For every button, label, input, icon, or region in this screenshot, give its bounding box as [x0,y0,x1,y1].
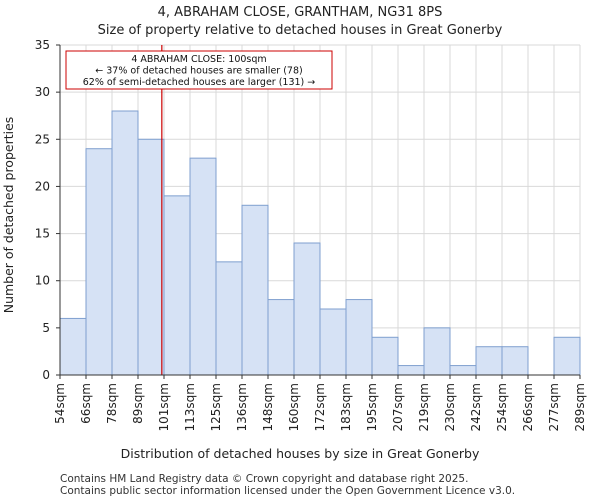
bar-78sqm [111,110,139,376]
x-tick-label-266sqm: 266sqm [521,383,535,431]
y-tick-label-30: 30 [35,85,50,99]
x-tick-label-125sqm: 125sqm [209,383,223,431]
bar-183sqm [345,299,373,376]
x-tick-label-101sqm: 101sqm [157,383,171,431]
y-tick-label-0: 0 [42,368,50,382]
bar-207sqm [397,365,425,376]
marker-group: 4 ABRAHAM CLOSE: 100sqm← 37% of detached… [65,45,333,375]
bar-148sqm [267,299,295,376]
x-tick-label-54sqm: 54sqm [53,383,67,424]
footer-line-2: Contains public sector information licen… [60,485,515,497]
x-tick-label-254sqm: 254sqm [495,383,509,431]
x-tick-label-172sqm: 172sqm [313,383,327,431]
bar-242sqm [475,346,503,376]
x-tick-label-89sqm: 89sqm [131,383,145,424]
y-tick-label-25: 25 [35,132,50,146]
annotation-line-3: 62% of semi-detached houses are larger (… [83,77,316,88]
x-tick-label-66sqm: 66sqm [79,383,93,424]
bar-230sqm [449,365,477,376]
x-tick-label-230sqm: 230sqm [443,383,457,431]
x-tick-label-219sqm: 219sqm [417,383,431,431]
x-tick-label-195sqm: 195sqm [365,383,379,431]
y-tick-label-20: 20 [35,179,50,193]
y-tick-label-10: 10 [35,274,50,288]
x-tick-label-183sqm: 183sqm [339,383,353,431]
x-tick-labels: 54sqm 66sqm 78sqm 89sqm 101sqm 113sqm 125sqm 13… [53,375,587,431]
chart-subtitle: Size of property relative to detached ho… [98,23,503,38]
bar-219sqm [423,327,451,376]
annotation-line-1: 4 ABRAHAM CLOSE: 100sqm [131,54,266,65]
x-tick-label-289sqm: 289sqm [573,383,587,431]
y-tick-label-15: 15 [35,227,50,241]
y-tick-labels: 0 5 10 15 20 25 30 35 [35,38,60,382]
x-tick-label-148sqm: 148sqm [261,383,275,431]
y-tick-label-5: 5 [42,321,50,335]
bar-101sqm [163,195,191,376]
bar-254sqm [501,346,529,376]
y-axis-label: Number of detached properties [1,117,16,314]
bar-195sqm [371,336,399,376]
bar-277sqm [553,336,581,376]
footer-line-1: Contains HM Land Registry data © Crown c… [60,473,468,485]
annotation-box [65,50,333,90]
chart-title: 4, ABRAHAM CLOSE, GRANTHAM, NG31 8PS [158,5,443,20]
x-tick-label-242sqm: 242sqm [469,383,483,431]
x-axis-label: Distribution of detached houses by size … [121,446,480,461]
bar-89sqm [137,138,165,376]
x-tick-label-78sqm: 78sqm [105,383,119,424]
bars [59,110,581,376]
x-tick-label-136sqm: 136sqm [235,383,249,431]
x-tick-label-160sqm: 160sqm [287,383,301,431]
x-tick-label-207sqm: 207sqm [391,383,405,431]
x-tick-label-277sqm: 277sqm [547,383,561,431]
y-tick-label-35: 35 [35,38,50,52]
bar-125sqm [215,261,243,376]
bar-66sqm [85,148,113,376]
bar-160sqm [293,242,321,376]
x-tick-label-113sqm: 113sqm [183,383,197,431]
bar-136sqm [241,204,269,376]
annotation-line-2: ← 37% of detached houses are smaller (78… [95,66,302,77]
bar-172sqm [319,308,347,376]
bar-54sqm [59,317,87,376]
bar-113sqm [189,157,217,376]
